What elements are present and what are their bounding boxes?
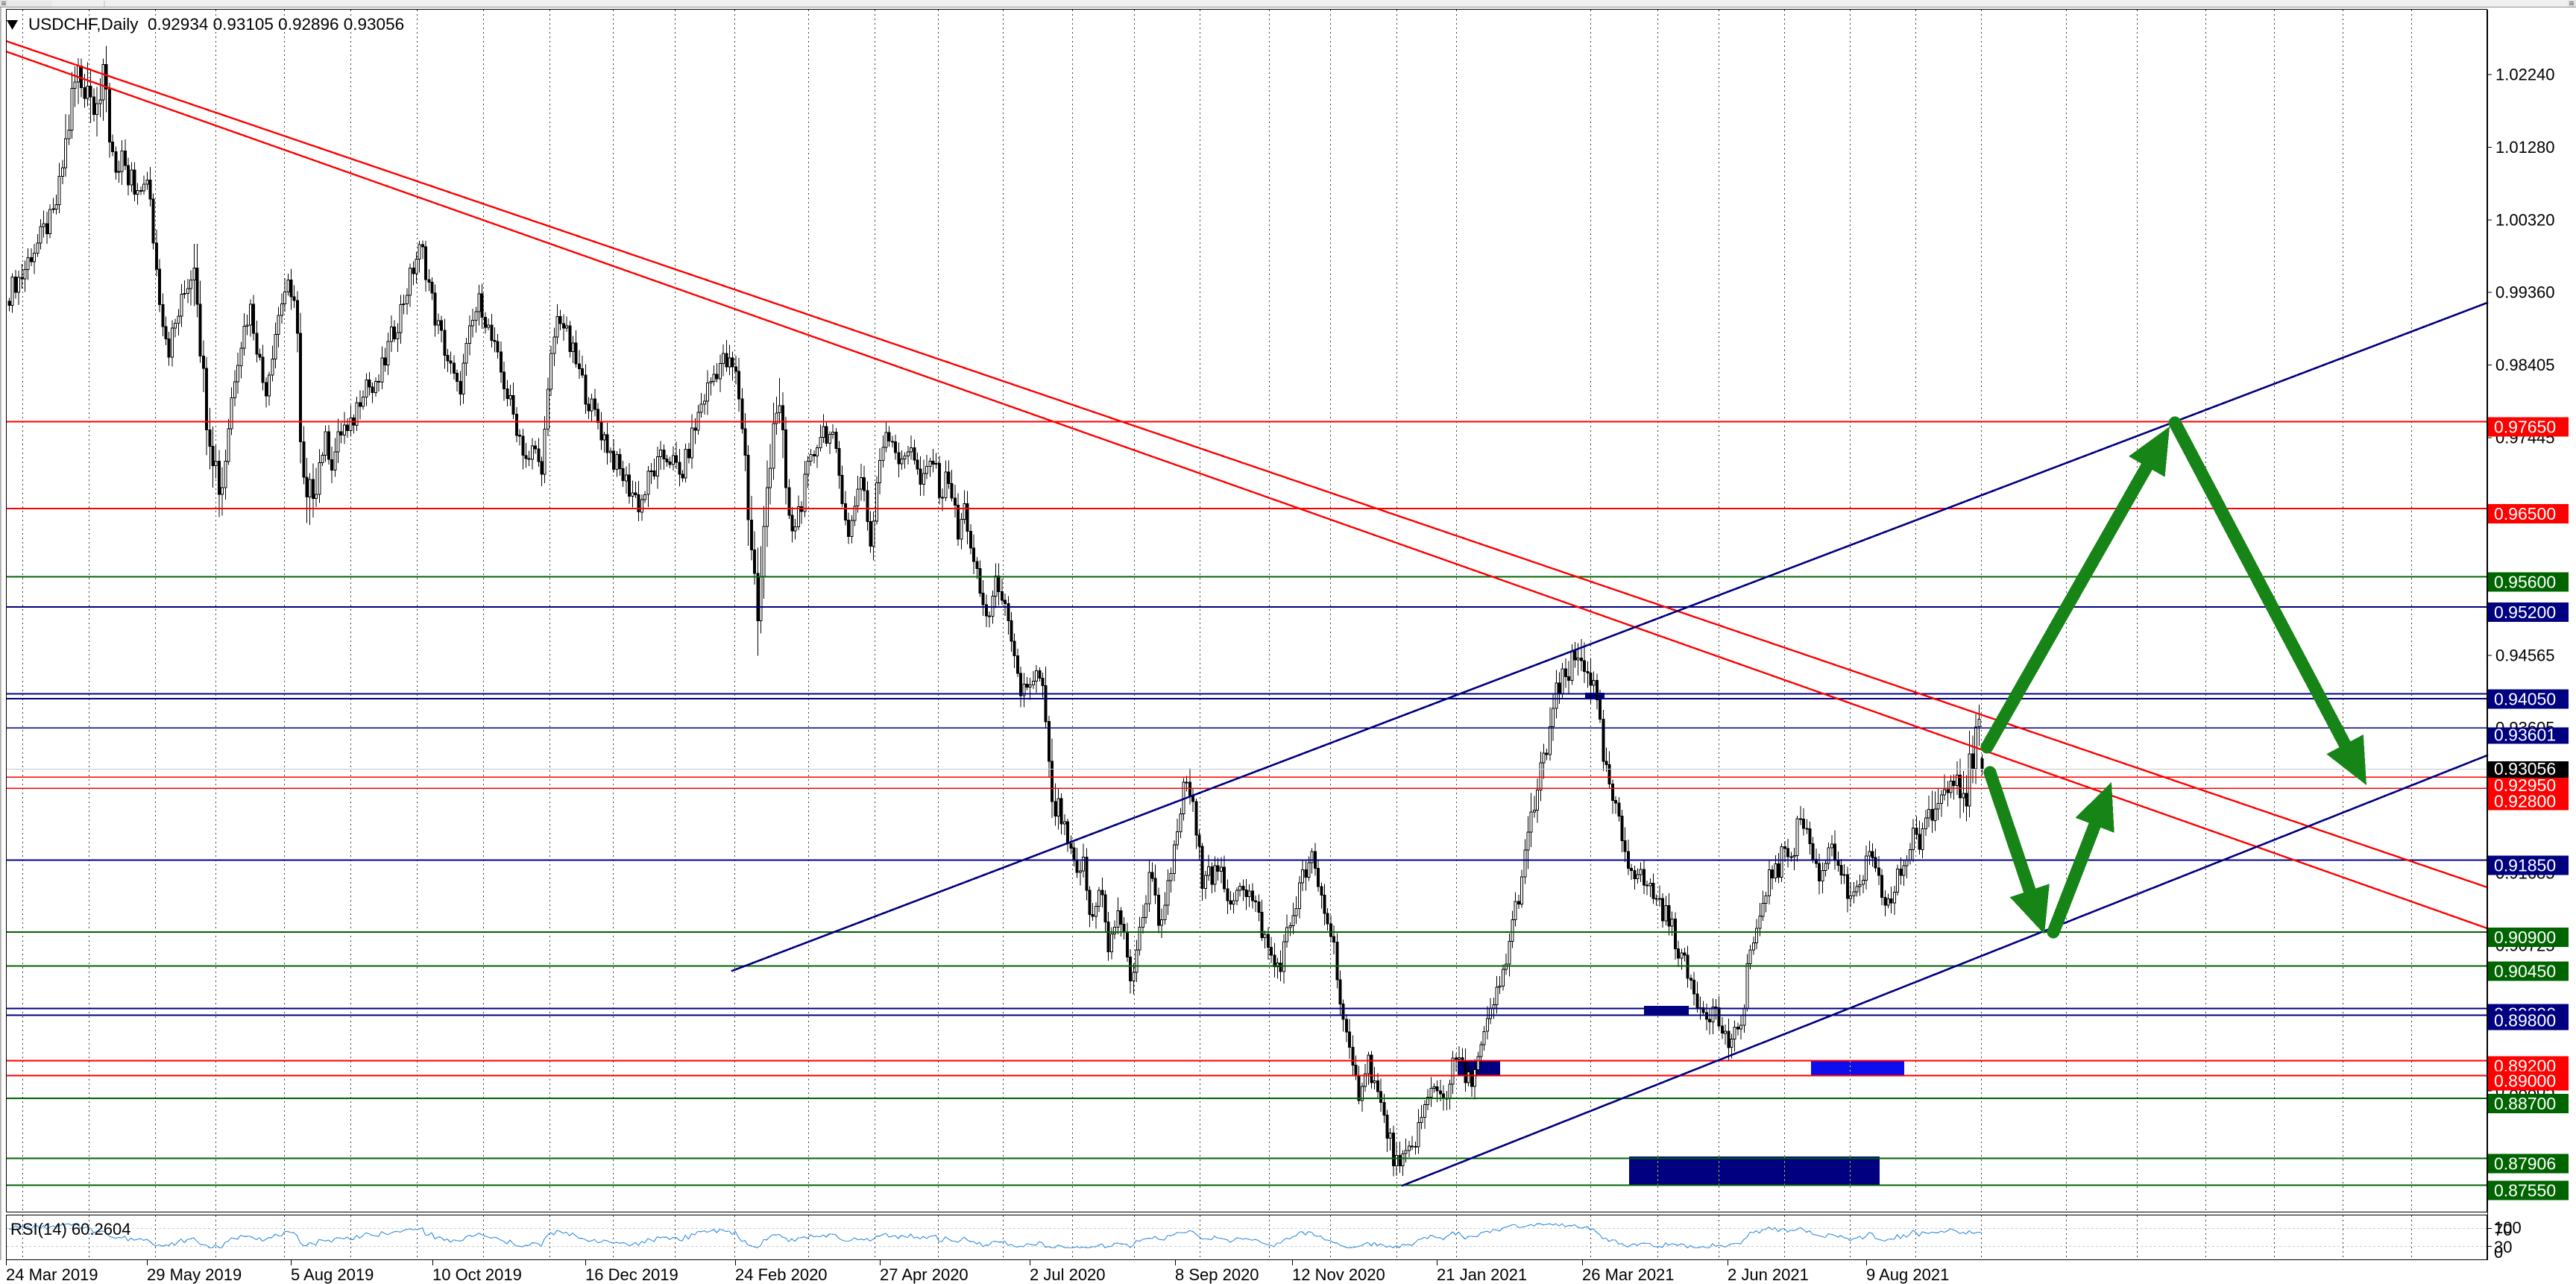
svg-text:0.95600: 0.95600: [2494, 572, 2556, 591]
svg-text:0.91850: 0.91850: [2494, 856, 2556, 875]
svg-text:0.99360: 0.99360: [2495, 283, 2555, 302]
svg-text:10 Oct 2019: 10 Oct 2019: [432, 1265, 522, 1284]
svg-text:21 Jan 2021: 21 Jan 2021: [1437, 1265, 1527, 1284]
svg-text:70: 70: [2494, 1221, 2512, 1239]
svg-text:12 Nov 2020: 12 Nov 2020: [1292, 1265, 1385, 1284]
svg-text:26 Mar 2021: 26 Mar 2021: [1582, 1265, 1675, 1284]
svg-text:0.94050: 0.94050: [2494, 690, 2556, 709]
svg-text:0.94565: 0.94565: [2495, 646, 2555, 664]
svg-text:2 Jun 2021: 2 Jun 2021: [1728, 1265, 1809, 1284]
svg-text:24 Mar 2019: 24 Mar 2019: [6, 1265, 98, 1284]
svg-text:0.92800: 0.92800: [2494, 792, 2556, 811]
svg-text:100: 100: [2494, 1218, 2522, 1237]
svg-text:USDCHF,Daily 0.92934 0.93105: USDCHF,Daily 0.92934 0.93105 0.92896 0.9…: [28, 15, 404, 34]
svg-text:0.87550: 0.87550: [2494, 1181, 2556, 1200]
svg-text:0.89000: 0.89000: [2494, 1071, 2556, 1091]
svg-text:0.93601: 0.93601: [2494, 726, 2556, 745]
svg-text:1.00320: 1.00320: [2495, 210, 2555, 229]
svg-text:27 Apr 2020: 27 Apr 2020: [880, 1265, 969, 1284]
svg-text:0.95200: 0.95200: [2494, 602, 2556, 622]
svg-text:0.88700: 0.88700: [2494, 1094, 2556, 1113]
svg-text:0.97650: 0.97650: [2494, 418, 2556, 437]
svg-text:0.98405: 0.98405: [2495, 356, 2555, 374]
svg-text:0.92950: 0.92950: [2494, 775, 2556, 795]
svg-text:16 Dec 2019: 16 Dec 2019: [585, 1265, 678, 1284]
svg-text:0.90900: 0.90900: [2494, 928, 2556, 947]
svg-text:1.01280: 1.01280: [2495, 138, 2555, 157]
svg-text:1.02240: 1.02240: [2495, 66, 2555, 84]
svg-text:0.87906: 0.87906: [2494, 1154, 2556, 1174]
svg-text:0.93056: 0.93056: [2494, 759, 2556, 778]
svg-text:24 Feb 2020: 24 Feb 2020: [735, 1265, 828, 1284]
svg-text:5 Aug 2019: 5 Aug 2019: [291, 1265, 374, 1284]
svg-text:2 Jul 2020: 2 Jul 2020: [1030, 1265, 1106, 1284]
svg-text:8 Sep 2020: 8 Sep 2020: [1175, 1265, 1259, 1284]
svg-text:0: 0: [2494, 1243, 2503, 1262]
svg-text:0.89800: 0.89800: [2494, 1011, 2556, 1030]
svg-text:0.96500: 0.96500: [2494, 504, 2556, 523]
svg-text:0.90450: 0.90450: [2494, 962, 2556, 981]
svg-text:RSI(14) 60.2604: RSI(14) 60.2604: [10, 1220, 130, 1239]
svg-text:29 May 2019: 29 May 2019: [147, 1265, 242, 1284]
svg-text:30: 30: [2494, 1238, 2512, 1256]
svg-text:9 Aug 2021: 9 Aug 2021: [1866, 1265, 1949, 1284]
